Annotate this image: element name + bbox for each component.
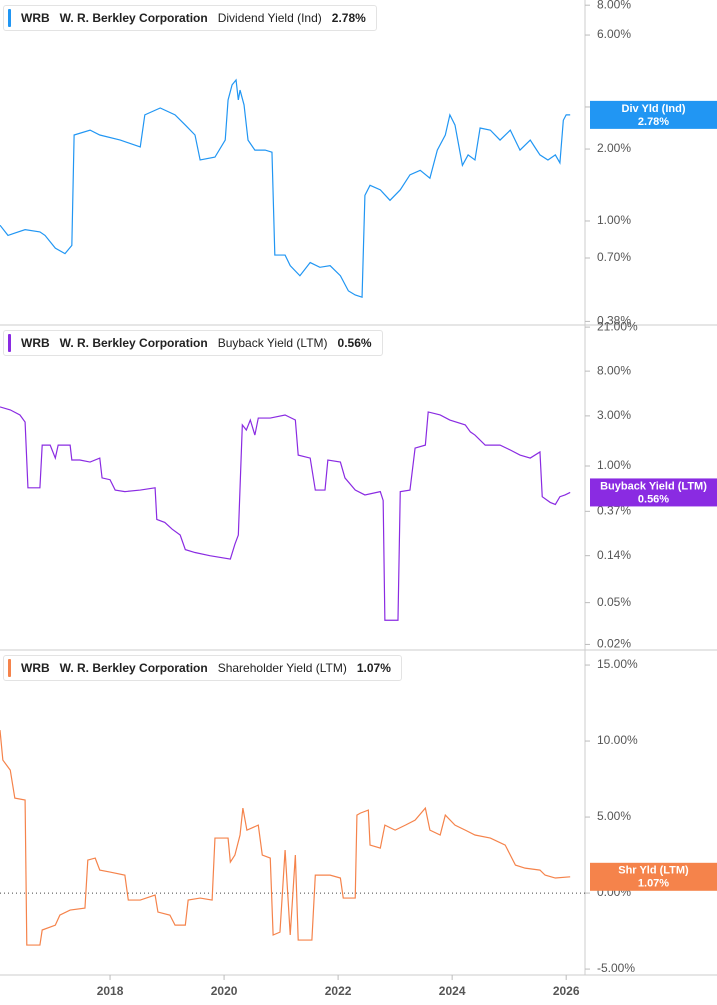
current-value: 0.56% (337, 336, 372, 350)
legend-header: WRB W. R. Berkley Corporation Shareholder … (3, 655, 402, 681)
value-badge (590, 862, 717, 891)
x-tick-label: 2026 (553, 984, 580, 998)
value-badge (590, 478, 717, 507)
y-tick-label: 0.38% (597, 314, 631, 328)
y-tick-label: 0.37% (597, 504, 631, 518)
y-tick-label: 0.70% (597, 250, 631, 264)
y-tick-label: 1.00% (597, 458, 631, 472)
y-tick-label: 15.00% (597, 657, 638, 671)
legend-swatch (8, 334, 11, 352)
y-tick-label: 10.00% (597, 733, 638, 747)
ticker: WRB (21, 661, 50, 675)
y-tick-label: 5.00% (597, 809, 631, 823)
company-name: W. R. Berkley Corporation (59, 661, 208, 675)
legend-swatch (8, 9, 11, 27)
series-name: Shareholder Yield (LTM) (217, 661, 347, 675)
legend-header: WRB W. R. Berkley Corporation Dividend Yie… (3, 5, 377, 31)
y-tick-label: 21.00% (597, 319, 638, 333)
company-name: W. R. Berkley Corporation (59, 336, 208, 350)
x-tick-label: 2024 (439, 984, 466, 998)
y-tick-label: 3.00% (597, 408, 631, 422)
y-tick-label: 0.14% (597, 548, 631, 562)
badge-value: 0.56% (638, 493, 669, 505)
legend-swatch (8, 659, 11, 677)
y-tick-label: 0.02% (597, 637, 631, 651)
current-value: 1.07% (356, 661, 391, 675)
badge-name: Div Yld (Ind) (622, 103, 686, 115)
series-line (0, 730, 571, 946)
x-tick-label: 2018 (97, 984, 124, 998)
badge-name: Shr Yld (LTM) (618, 865, 689, 877)
legend-header: WRB W. R. Berkley Corporation Buyback Yiel… (3, 330, 383, 356)
value-badge (590, 100, 717, 129)
series-line (0, 406, 571, 621)
y-tick-label: -5.00% (597, 961, 635, 975)
company-name: W. R. Berkley Corporation (59, 11, 208, 25)
series-line (0, 78, 571, 298)
y-tick-label: 2.00% (597, 141, 631, 155)
series-name: Dividend Yield (Ind) (217, 11, 322, 25)
y-tick-label: 8.00% (597, 0, 631, 11)
badge-value: 1.07% (638, 878, 669, 890)
series-name: Buyback Yield (LTM) (217, 336, 328, 350)
x-tick-label: 2022 (325, 984, 352, 998)
x-tick-label: 2020 (211, 984, 238, 998)
y-tick-label: 6.00% (597, 27, 631, 41)
y-tick-label: 0.05% (597, 595, 631, 609)
y-tick-label: 8.00% (597, 363, 631, 377)
y-tick-label: 1.00% (597, 213, 631, 227)
ticker: WRB (21, 336, 50, 350)
current-value: 2.78% (331, 11, 366, 25)
ticker: WRB (21, 11, 50, 25)
badge-name: Buyback Yield (LTM) (600, 480, 707, 492)
badge-value: 2.78% (638, 116, 669, 128)
